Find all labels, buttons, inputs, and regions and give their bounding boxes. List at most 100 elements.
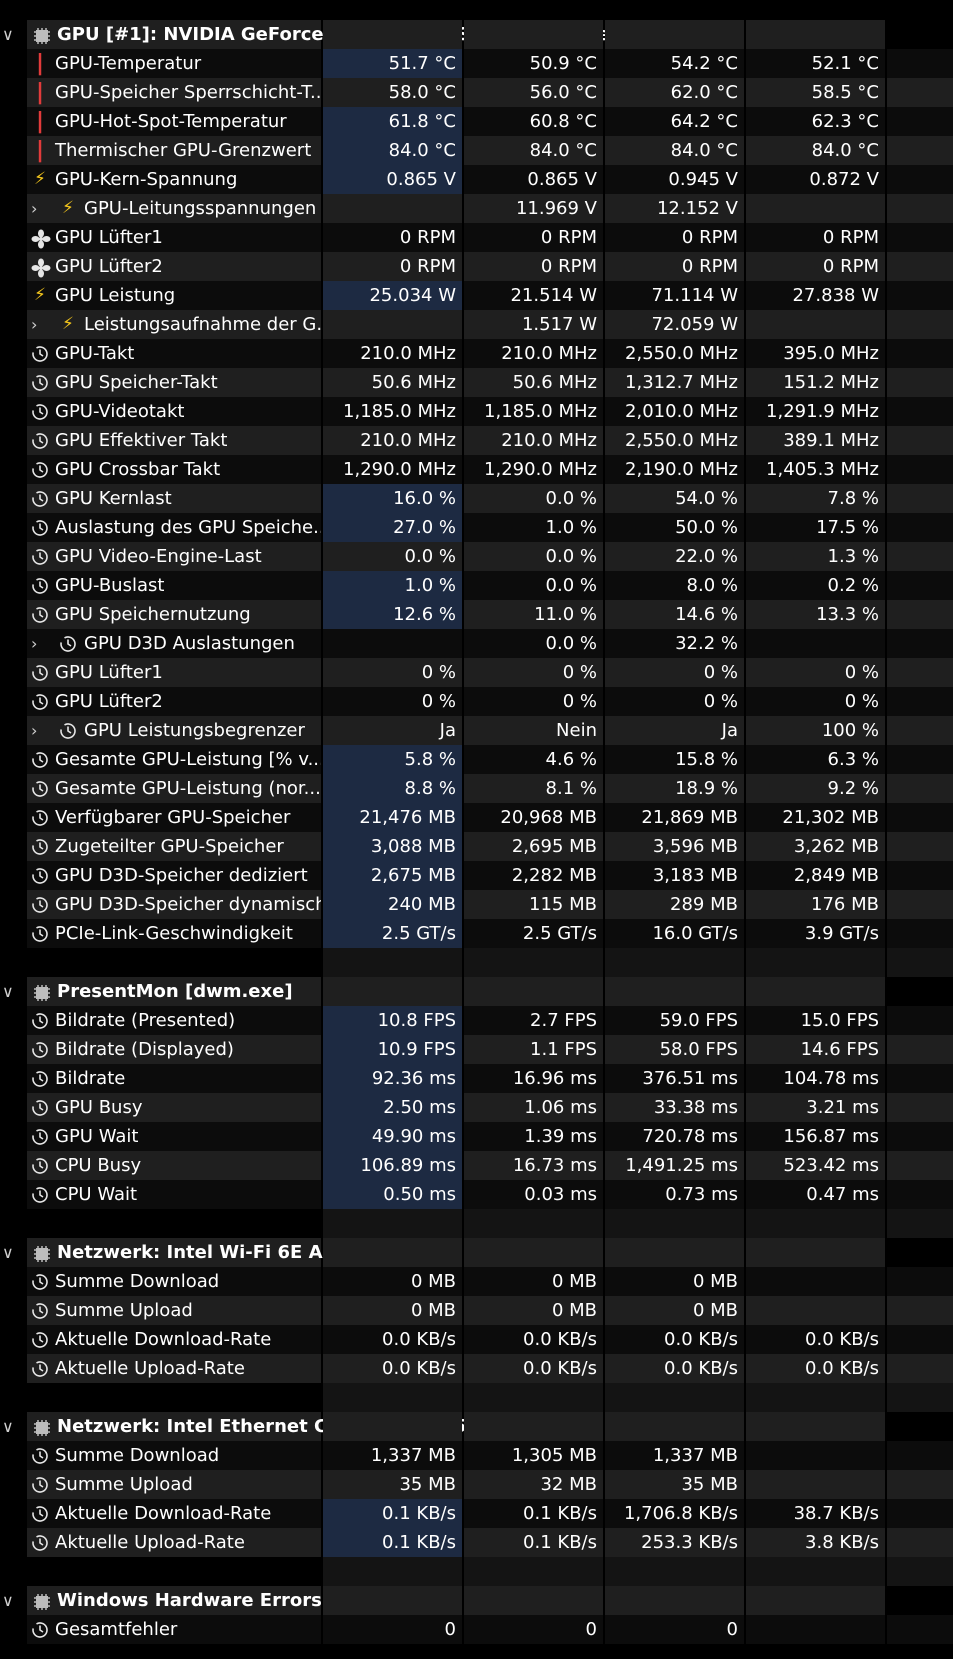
chevron-right-icon[interactable]: › xyxy=(31,315,38,334)
sensor-row[interactable]: GPU Video-Engine-Last 0.0 % 0.0 % 22.0 % 1.3… xyxy=(0,542,953,571)
avg-value: 523.42 ms xyxy=(746,1151,885,1180)
sensor-label: Bildrate (Displayed) xyxy=(55,1039,234,1060)
current-value: 0 MB xyxy=(323,1267,462,1296)
avg-value: 2,849 MB xyxy=(746,861,885,890)
clock-icon xyxy=(28,368,52,397)
sensor-row[interactable]: Auslastung des GPU Speiche... 27.0 % 1.0 %… xyxy=(0,513,953,542)
chevron-right-icon[interactable]: › xyxy=(31,634,38,653)
max-value: 289 MB xyxy=(605,890,744,919)
sensor-row[interactable]: | GPU-Speicher Sperrschicht-T... 58.0 °C 56… xyxy=(0,78,953,107)
sensor-row[interactable]: Gesamtfehler 0 0 0 xyxy=(0,1615,953,1644)
sensor-row[interactable]: GPU-Takt 210.0 MHz 210.0 MHz 2,550.0 MHz 395… xyxy=(0,339,953,368)
sensor-row[interactable]: › ⚡ Leistungsaufnahme der G... 1.517 W 72.05… xyxy=(0,310,953,339)
sensor-row[interactable]: Summe Download 0 MB 0 MB 0 MB xyxy=(0,1267,953,1296)
avg-value: 0.872 V xyxy=(746,165,885,194)
sensor-label: Zugeteilter GPU-Speicher xyxy=(55,836,284,857)
max-value: 1,706.8 KB/s xyxy=(605,1499,744,1528)
max-value: 1,337 MB xyxy=(605,1441,744,1470)
avg-value: 395.0 MHz xyxy=(746,339,885,368)
sensor-row[interactable]: › ⚡ GPU-Leitungsspannungen 11.969 V 12.152 V xyxy=(0,194,953,223)
sensor-row[interactable]: CPU Busy 106.89 ms 16.73 ms 1,491.25 ms 523.… xyxy=(0,1151,953,1180)
sensor-row[interactable]: GPU-Videotakt 1,185.0 MHz 1,185.0 MHz 2,010… xyxy=(0,397,953,426)
chevron-down-icon[interactable]: ∨ xyxy=(2,1243,14,1262)
current-value: 0.0 % xyxy=(323,542,462,571)
chip-icon xyxy=(29,1586,53,1615)
max-value: 64.2 °C xyxy=(605,107,744,136)
group-header[interactable]: ∨ PresentMon [dwm.exe] xyxy=(0,977,953,1006)
sensor-row[interactable]: Bildrate (Presented) 10.8 FPS 2.7 FPS 59.0 … xyxy=(0,1006,953,1035)
current-value: 0 % xyxy=(323,687,462,716)
sensor-label: GPU Speicher-Takt xyxy=(55,372,218,393)
clock-icon xyxy=(28,1267,52,1296)
chevron-down-icon[interactable]: ∨ xyxy=(2,1417,14,1436)
sensor-row[interactable]: | GPU-Temperatur 51.7 °C 50.9 °C 54.2 °C 52.1… xyxy=(0,49,953,78)
sensor-row[interactable]: Bildrate (Displayed) 10.9 FPS 1.1 FPS 58.0 … xyxy=(0,1035,953,1064)
chip-icon xyxy=(29,1412,53,1441)
group-header[interactable]: ∨GPU [#1]: NVIDIA GeForce RTX 4090: MSI … xyxy=(0,20,953,49)
sensor-row[interactable]: ⚡ GPU Leistung 25.034 W 21.514 W 71.114 W 27.… xyxy=(0,281,953,310)
current-value: 1,337 MB xyxy=(323,1441,462,1470)
sensor-row[interactable]: Aktuelle Download-Rate 0.0 KB/s 0.0 KB/s 0.… xyxy=(0,1325,953,1354)
sensor-row[interactable]: GPU Lüfter2 0 RPM 0 RPM 0 RPM 0 RPM xyxy=(0,252,953,281)
current-value: 106.89 ms xyxy=(323,1151,462,1180)
sensor-row[interactable]: Aktuelle Download-Rate 0.1 KB/s 0.1 KB/s 1,… xyxy=(0,1499,953,1528)
sensor-label: GPU D3D-Speicher dynamisch xyxy=(55,894,321,915)
chevron-down-icon[interactable]: ∨ xyxy=(2,25,14,44)
sensor-row[interactable]: GPU Effektiver Takt 210.0 MHz 210.0 MHz 2,5… xyxy=(0,426,953,455)
sensor-row[interactable]: PCIe-Link-Geschwindigkeit 2.5 GT/s 2.5 GT/… xyxy=(0,919,953,948)
chevron-down-icon[interactable]: ∨ xyxy=(2,982,14,1001)
sensor-row[interactable]: Summe Upload 35 MB 32 MB 35 MB xyxy=(0,1470,953,1499)
sensor-row[interactable]: GPU D3D-Speicher dediziert 2,675 MB 2,282 … xyxy=(0,861,953,890)
sensor-row[interactable]: Summe Upload 0 MB 0 MB 0 MB xyxy=(0,1296,953,1325)
sensor-row[interactable]: Gesamte GPU-Leistung [% v... 5.8 % 4.6 % 15… xyxy=(0,745,953,774)
min-value: 1,305 MB xyxy=(464,1441,603,1470)
sensor-label: PCIe-Link-Geschwindigkeit xyxy=(55,923,293,944)
sensor-row[interactable]: › GPU D3D Auslastungen 0.0 % 32.2 % xyxy=(0,629,953,658)
group-header[interactable]: ∨ Windows Hardware Errors (WHEA) xyxy=(0,1586,953,1615)
sensor-row[interactable]: GPU Busy 2.50 ms 1.06 ms 33.38 ms 3.21 ms xyxy=(0,1093,953,1122)
chevron-right-icon[interactable]: › xyxy=(31,199,38,218)
thermometer-icon: | xyxy=(35,80,45,105)
lightning-icon: ⚡ xyxy=(34,169,46,189)
current-value: Ja xyxy=(323,716,462,745)
avg-value: 6.3 % xyxy=(746,745,885,774)
sensor-row[interactable]: GPU Crossbar Takt 1,290.0 MHz 1,290.0 MHz 2… xyxy=(0,455,953,484)
sensor-row[interactable]: › GPU Leistungsbegrenzer Ja Nein Ja 100 % xyxy=(0,716,953,745)
sensor-row[interactable]: Zugeteilter GPU-Speicher 3,088 MB 2,695 MB… xyxy=(0,832,953,861)
sensor-label: GPU-Buslast xyxy=(55,575,165,596)
sensor-label: Summe Download xyxy=(55,1271,220,1292)
sensor-row[interactable]: GPU D3D-Speicher dynamisch 240 MB 115 MB 28… xyxy=(0,890,953,919)
min-value: 1.517 W xyxy=(464,310,603,339)
current-value: 10.9 FPS xyxy=(323,1035,462,1064)
sensor-row[interactable]: GPU Kernlast 16.0 % 0.0 % 54.0 % 7.8 % xyxy=(0,484,953,513)
avg-value: 14.6 FPS xyxy=(746,1035,885,1064)
sensor-row[interactable]: Aktuelle Upload-Rate 0.0 KB/s 0.0 KB/s 0.0 … xyxy=(0,1354,953,1383)
sensor-row[interactable]: | GPU-Hot-Spot-Temperatur 61.8 °C 60.8 °C 64… xyxy=(0,107,953,136)
sensor-row[interactable]: | Thermischer GPU-Grenzwert 84.0 °C 84.0 °C… xyxy=(0,136,953,165)
avg-value: 62.3 °C xyxy=(746,107,885,136)
chevron-right-icon[interactable]: › xyxy=(31,721,38,740)
sensor-row[interactable]: Gesamte GPU-Leistung (nor... 8.8 % 8.1 % 18… xyxy=(0,774,953,803)
sensor-row[interactable]: GPU Speichernutzung 12.6 % 11.0 % 14.6 % 13.… xyxy=(0,600,953,629)
sensor-row[interactable]: GPU Lüfter1 0 RPM 0 RPM 0 RPM 0 RPM xyxy=(0,223,953,252)
sensor-row[interactable]: Aktuelle Upload-Rate 0.1 KB/s 0.1 KB/s 253.… xyxy=(0,1528,953,1557)
chevron-down-icon[interactable]: ∨ xyxy=(2,1591,14,1610)
sensor-row[interactable]: Summe Download 1,337 MB 1,305 MB 1,337 MB xyxy=(0,1441,953,1470)
max-value: 2,550.0 MHz xyxy=(605,339,744,368)
sensor-label: GPU Crossbar Takt xyxy=(55,459,221,480)
group-header[interactable]: ∨Netzwerk: Intel Ethernet Controller I22… xyxy=(0,1412,953,1441)
sensor-row[interactable]: GPU Lüfter1 0 % 0 % 0 % 0 % xyxy=(0,658,953,687)
current-value: 16.0 % xyxy=(323,484,462,513)
sensor-label: Bildrate xyxy=(55,1068,126,1089)
sensor-row[interactable]: GPU Wait 49.90 ms 1.39 ms 720.78 ms 156.87 m… xyxy=(0,1122,953,1151)
sensor-row[interactable]: GPU Speicher-Takt 50.6 MHz 50.6 MHz 1,312.7… xyxy=(0,368,953,397)
group-header[interactable]: ∨ Netzwerk: Intel Wi-Fi 6E AX211 160MHz -… xyxy=(0,1238,953,1267)
avg-value: 9.2 % xyxy=(746,774,885,803)
sensor-row[interactable]: GPU Lüfter2 0 % 0 % 0 % 0 % xyxy=(0,687,953,716)
sensor-row[interactable]: CPU Wait 0.50 ms 0.03 ms 0.73 ms 0.47 ms xyxy=(0,1180,953,1209)
clock-icon xyxy=(28,1122,52,1151)
sensor-row[interactable]: Verfügbarer GPU-Speicher 21,476 MB 20,968 … xyxy=(0,803,953,832)
sensor-row[interactable]: Bildrate 92.36 ms 16.96 ms 376.51 ms 104.78 … xyxy=(0,1064,953,1093)
sensor-row[interactable]: GPU-Buslast 1.0 % 0.0 % 8.0 % 0.2 % xyxy=(0,571,953,600)
